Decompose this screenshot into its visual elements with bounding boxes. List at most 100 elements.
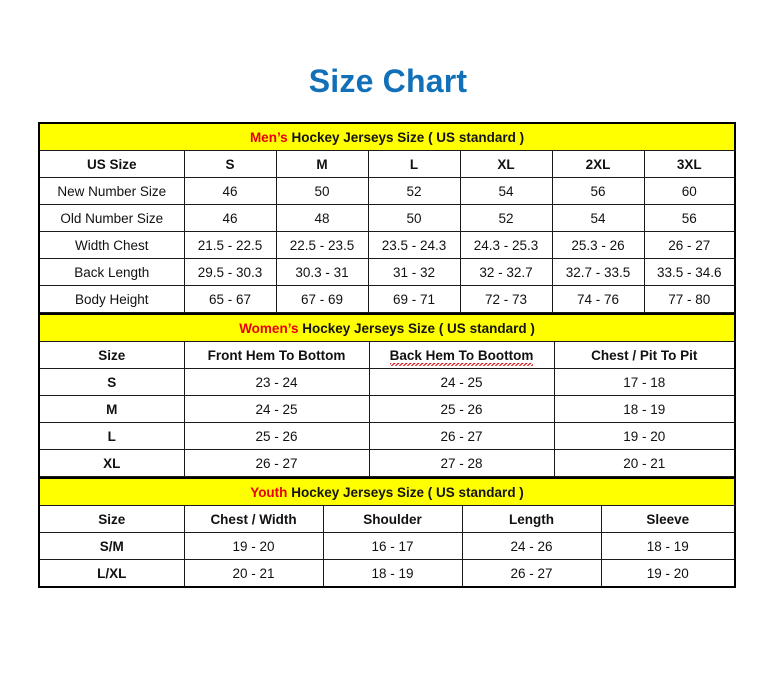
womens-row-0-val-0: 23 - 24 <box>183 368 370 396</box>
mens-banner-accent: Men’s <box>249 129 288 145</box>
youth-row-1-val-1: 18 - 19 <box>322 559 463 588</box>
mens-banner-rest: Hockey Jerseys Size ( US standard ) <box>291 129 525 145</box>
mens-row-0-val-5: 60 <box>643 177 736 205</box>
mens-row-1-val-0: 46 <box>183 204 277 232</box>
youth-row-0-val-2: 24 - 26 <box>461 532 602 560</box>
youth-banner-rest: Hockey Jerseys Size ( US standard ) <box>291 484 524 500</box>
mens-row-3-val-5: 33.5 - 34.6 <box>643 258 736 286</box>
womens-section-banner: Women’s Hockey Jerseys Size ( US standar… <box>38 313 736 342</box>
youth-col-1: Chest / Width <box>183 505 324 533</box>
mens-col-1: S <box>183 150 277 178</box>
mens-row-1-label: Old Number Size <box>38 204 185 232</box>
womens-row-3-val-2: 20 - 21 <box>553 449 736 477</box>
mens-row-2-label: Width Chest <box>38 231 185 259</box>
size-tables-container: Men’s Hockey Jerseys Size ( US standard … <box>38 122 737 588</box>
mens-row-1-val-2: 50 <box>367 204 461 232</box>
youth-row-1-val-3: 19 - 20 <box>600 559 736 588</box>
mens-banner-row: Men’s Hockey Jerseys Size ( US standard … <box>38 122 736 151</box>
mens-size-table: Men’s Hockey Jerseys Size ( US standard … <box>38 122 737 313</box>
mens-row-3-val-0: 29.5 - 30.3 <box>183 258 277 286</box>
youth-row-0-val-0: 19 - 20 <box>183 532 324 560</box>
womens-header-row: Size Front Hem To Bottom Back Hem To Boo… <box>38 341 736 369</box>
mens-row-2-val-3: 24.3 - 25.3 <box>459 231 553 259</box>
mens-col-3: L <box>367 150 461 178</box>
table-row: L 25 - 26 26 - 27 19 - 20 <box>38 422 736 450</box>
womens-row-0-val-1: 24 - 25 <box>368 368 555 396</box>
womens-row-1-val-2: 18 - 19 <box>553 395 736 423</box>
womens-col-3: Chest / Pit To Pit <box>553 341 736 369</box>
table-row: Back Length 29.5 - 30.3 30.3 - 31 31 - 3… <box>38 258 736 286</box>
mens-col-2: M <box>275 150 369 178</box>
mens-section-banner: Men’s Hockey Jerseys Size ( US standard … <box>38 122 736 151</box>
womens-size-table: Women’s Hockey Jerseys Size ( US standar… <box>38 313 737 477</box>
womens-row-1-val-0: 24 - 25 <box>183 395 370 423</box>
youth-col-3: Length <box>461 505 602 533</box>
mens-col-0: US Size <box>38 150 185 178</box>
mens-row-3-val-3: 32 - 32.7 <box>459 258 553 286</box>
mens-row-4-val-3: 72 - 73 <box>459 285 553 313</box>
mens-row-2-val-1: 22.5 - 23.5 <box>275 231 369 259</box>
mens-row-0-val-0: 46 <box>183 177 277 205</box>
mens-row-3-val-4: 32.7 - 33.5 <box>551 258 645 286</box>
womens-col-2: Back Hem To Boottom <box>368 341 555 369</box>
mens-row-4-val-5: 77 - 80 <box>643 285 736 313</box>
womens-row-1-label: M <box>38 395 185 423</box>
womens-col-2-text: Back Hem To Boottom <box>389 347 534 368</box>
youth-row-0-val-1: 16 - 17 <box>322 532 463 560</box>
youth-col-0: Size <box>38 505 185 533</box>
womens-banner-rest: Hockey Jerseys Size ( US standard ) <box>302 320 535 336</box>
table-row: S/M 19 - 20 16 - 17 24 - 26 18 - 19 <box>38 532 736 560</box>
mens-row-1-val-4: 54 <box>551 204 645 232</box>
table-row: L/XL 20 - 21 18 - 19 26 - 27 19 - 20 <box>38 559 736 588</box>
mens-row-4-val-0: 65 - 67 <box>183 285 277 313</box>
youth-size-table: Youth Hockey Jerseys Size ( US standard … <box>38 477 737 588</box>
mens-row-0-label: New Number Size <box>38 177 185 205</box>
womens-row-3-label: XL <box>38 449 185 477</box>
mens-row-2-val-4: 25.3 - 26 <box>551 231 645 259</box>
mens-row-3-val-2: 31 - 32 <box>367 258 461 286</box>
mens-row-4-val-2: 69 - 71 <box>367 285 461 313</box>
mens-row-3-val-1: 30.3 - 31 <box>275 258 369 286</box>
womens-row-3-val-1: 27 - 28 <box>368 449 555 477</box>
mens-col-6: 3XL <box>643 150 736 178</box>
womens-col-0: Size <box>38 341 185 369</box>
mens-row-2-val-2: 23.5 - 24.3 <box>367 231 461 259</box>
table-row: New Number Size 46 50 52 54 56 60 <box>38 177 736 205</box>
mens-row-2-val-0: 21.5 - 22.5 <box>183 231 277 259</box>
mens-row-4-label: Body Height <box>38 285 185 313</box>
page-title: Size Chart <box>308 63 468 99</box>
youth-row-0-val-3: 18 - 19 <box>600 532 736 560</box>
womens-row-2-val-2: 19 - 20 <box>553 422 736 450</box>
table-row: M 24 - 25 25 - 26 18 - 19 <box>38 395 736 423</box>
table-row: Width Chest 21.5 - 22.5 22.5 - 23.5 23.5… <box>38 231 736 259</box>
womens-row-3-val-0: 26 - 27 <box>183 449 370 477</box>
womens-row-2-val-0: 25 - 26 <box>183 422 370 450</box>
womens-row-2-val-1: 26 - 27 <box>368 422 555 450</box>
mens-row-0-val-3: 54 <box>459 177 553 205</box>
mens-row-4-val-4: 74 - 76 <box>551 285 645 313</box>
mens-col-5: 2XL <box>551 150 645 178</box>
mens-row-0-val-4: 56 <box>551 177 645 205</box>
youth-row-1-val-2: 26 - 27 <box>461 559 602 588</box>
youth-col-4: Sleeve <box>600 505 736 533</box>
mens-row-4-val-1: 67 - 69 <box>275 285 369 313</box>
table-row: S 23 - 24 24 - 25 17 - 18 <box>38 368 736 396</box>
mens-header-row: US Size S M L XL 2XL 3XL <box>38 150 736 178</box>
womens-col-1: Front Hem To Bottom <box>183 341 370 369</box>
mens-row-3-label: Back Length <box>38 258 185 286</box>
womens-row-2-label: L <box>38 422 185 450</box>
mens-row-1-val-3: 52 <box>459 204 553 232</box>
youth-row-1-label: L/XL <box>38 559 185 588</box>
mens-row-0-val-2: 52 <box>367 177 461 205</box>
mens-row-1-val-5: 56 <box>643 204 736 232</box>
table-row: Body Height 65 - 67 67 - 69 69 - 71 72 -… <box>38 285 736 313</box>
mens-col-4: XL <box>459 150 553 178</box>
womens-row-0-label: S <box>38 368 185 396</box>
mens-row-1-val-1: 48 <box>275 204 369 232</box>
youth-section-banner: Youth Hockey Jerseys Size ( US standard … <box>38 477 736 506</box>
mens-row-0-val-1: 50 <box>275 177 369 205</box>
womens-row-0-val-2: 17 - 18 <box>553 368 736 396</box>
youth-header-row: Size Chest / Width Shoulder Length Sleev… <box>38 505 736 533</box>
womens-row-1-val-1: 25 - 26 <box>368 395 555 423</box>
